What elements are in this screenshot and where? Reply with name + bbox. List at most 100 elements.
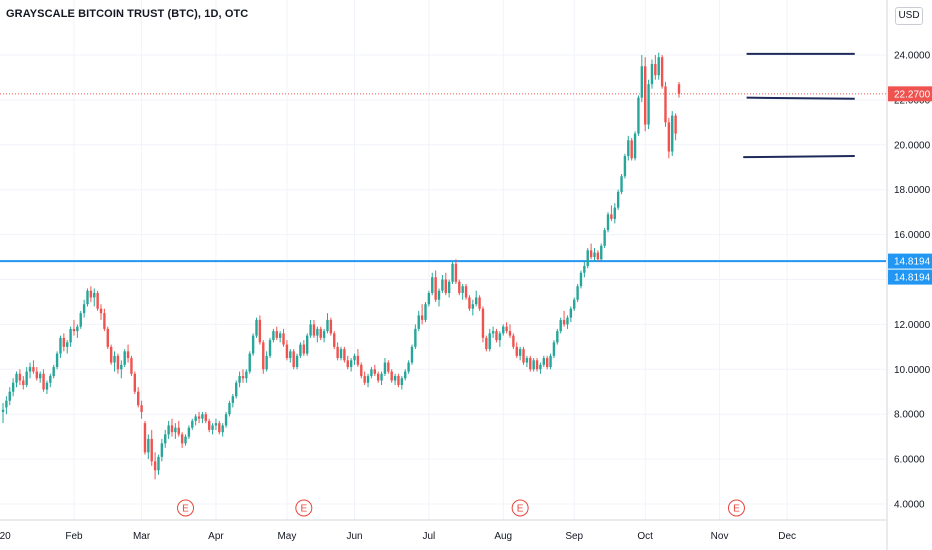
horizontal-lines xyxy=(0,93,886,263)
candle-body xyxy=(302,344,306,354)
candle-body xyxy=(160,443,164,457)
candle xyxy=(393,373,397,386)
candle-body xyxy=(616,191,620,208)
candle-body xyxy=(343,349,346,361)
candle-body xyxy=(140,405,143,412)
candle xyxy=(549,353,552,370)
candle xyxy=(49,373,52,388)
candle-body xyxy=(549,355,552,368)
candle xyxy=(99,304,103,320)
candle-body xyxy=(66,342,69,347)
candle xyxy=(52,364,55,379)
currency-button[interactable]: USD xyxy=(895,7,923,25)
candle-body xyxy=(576,286,579,300)
y-tick-label: 16.0000 xyxy=(894,230,931,241)
candle xyxy=(339,346,343,361)
last-price-label: 22.2700 xyxy=(894,89,931,100)
candle-body xyxy=(606,214,610,231)
candle-body xyxy=(99,308,103,314)
candle xyxy=(633,131,637,161)
candle xyxy=(583,261,586,278)
candle xyxy=(387,360,390,374)
candle xyxy=(502,324,505,336)
price-axis[interactable]: 4.00006.00008.000010.000012.000014.00001… xyxy=(886,0,932,550)
candle xyxy=(481,306,485,343)
candle xyxy=(610,205,613,222)
candle xyxy=(150,429,153,466)
candle xyxy=(228,400,231,417)
candle-body xyxy=(272,331,275,341)
candle xyxy=(248,351,251,374)
candle xyxy=(170,418,174,437)
trend-lines[interactable] xyxy=(743,52,855,159)
candle-body xyxy=(441,279,444,291)
candle xyxy=(556,328,559,345)
candle-body xyxy=(285,344,289,359)
candle xyxy=(295,353,299,370)
candle-body xyxy=(82,304,86,314)
candle-body xyxy=(420,315,424,320)
candle xyxy=(458,279,461,296)
x-tick-label: Nov xyxy=(711,531,729,542)
channel-trend-line[interactable] xyxy=(743,155,855,159)
candle-body xyxy=(410,346,414,363)
candle-body xyxy=(153,461,157,471)
candle xyxy=(157,454,160,475)
candle xyxy=(302,340,306,356)
candle xyxy=(15,371,18,388)
candle-body xyxy=(390,371,393,381)
candle-body xyxy=(96,292,99,309)
candle xyxy=(116,353,120,374)
candle-body xyxy=(447,281,451,293)
candle xyxy=(126,344,130,363)
candle-body xyxy=(589,250,593,258)
candle-body xyxy=(535,360,539,370)
candle-body xyxy=(464,286,468,298)
candlestick-series xyxy=(1,52,681,480)
candle-body xyxy=(502,326,505,334)
candle-body xyxy=(586,250,589,267)
candle xyxy=(221,423,224,437)
candle-body xyxy=(600,245,603,260)
candle-body xyxy=(109,346,113,363)
candle xyxy=(522,346,525,365)
candle-body xyxy=(370,369,373,377)
candle-body xyxy=(329,319,333,334)
channel-trend-line[interactable] xyxy=(746,96,855,100)
candle-body xyxy=(593,252,596,258)
candle-body xyxy=(35,371,38,379)
candle-body xyxy=(326,319,329,332)
candle xyxy=(640,55,644,103)
candle xyxy=(255,317,258,338)
candle-body xyxy=(143,423,147,453)
candle xyxy=(471,299,475,316)
candle xyxy=(211,423,214,435)
candle-body xyxy=(478,297,481,309)
candle xyxy=(201,411,204,424)
candle xyxy=(654,55,657,80)
candle-body xyxy=(542,358,545,365)
candle xyxy=(461,283,464,300)
candle-body xyxy=(214,423,218,426)
candle-body xyxy=(508,331,512,336)
candle-body xyxy=(72,328,76,332)
candle-body xyxy=(454,263,458,282)
candle xyxy=(542,355,545,368)
candle-body xyxy=(400,378,404,386)
candle xyxy=(89,286,93,302)
candle xyxy=(207,418,211,433)
candle-body xyxy=(86,290,89,305)
candle xyxy=(251,333,255,356)
candle xyxy=(241,369,245,383)
candle xyxy=(576,283,579,302)
candle xyxy=(8,387,11,406)
candle xyxy=(319,326,322,341)
candle-body xyxy=(339,349,343,359)
time-axis[interactable]: 2020 Feb Mar Apr May Jun Jul Aug Sep Oct Nov Dec xyxy=(0,519,886,542)
candle xyxy=(66,340,69,354)
candle-body xyxy=(424,304,427,320)
candle xyxy=(32,360,35,374)
candle-body xyxy=(583,266,586,273)
candle-body xyxy=(417,315,420,329)
